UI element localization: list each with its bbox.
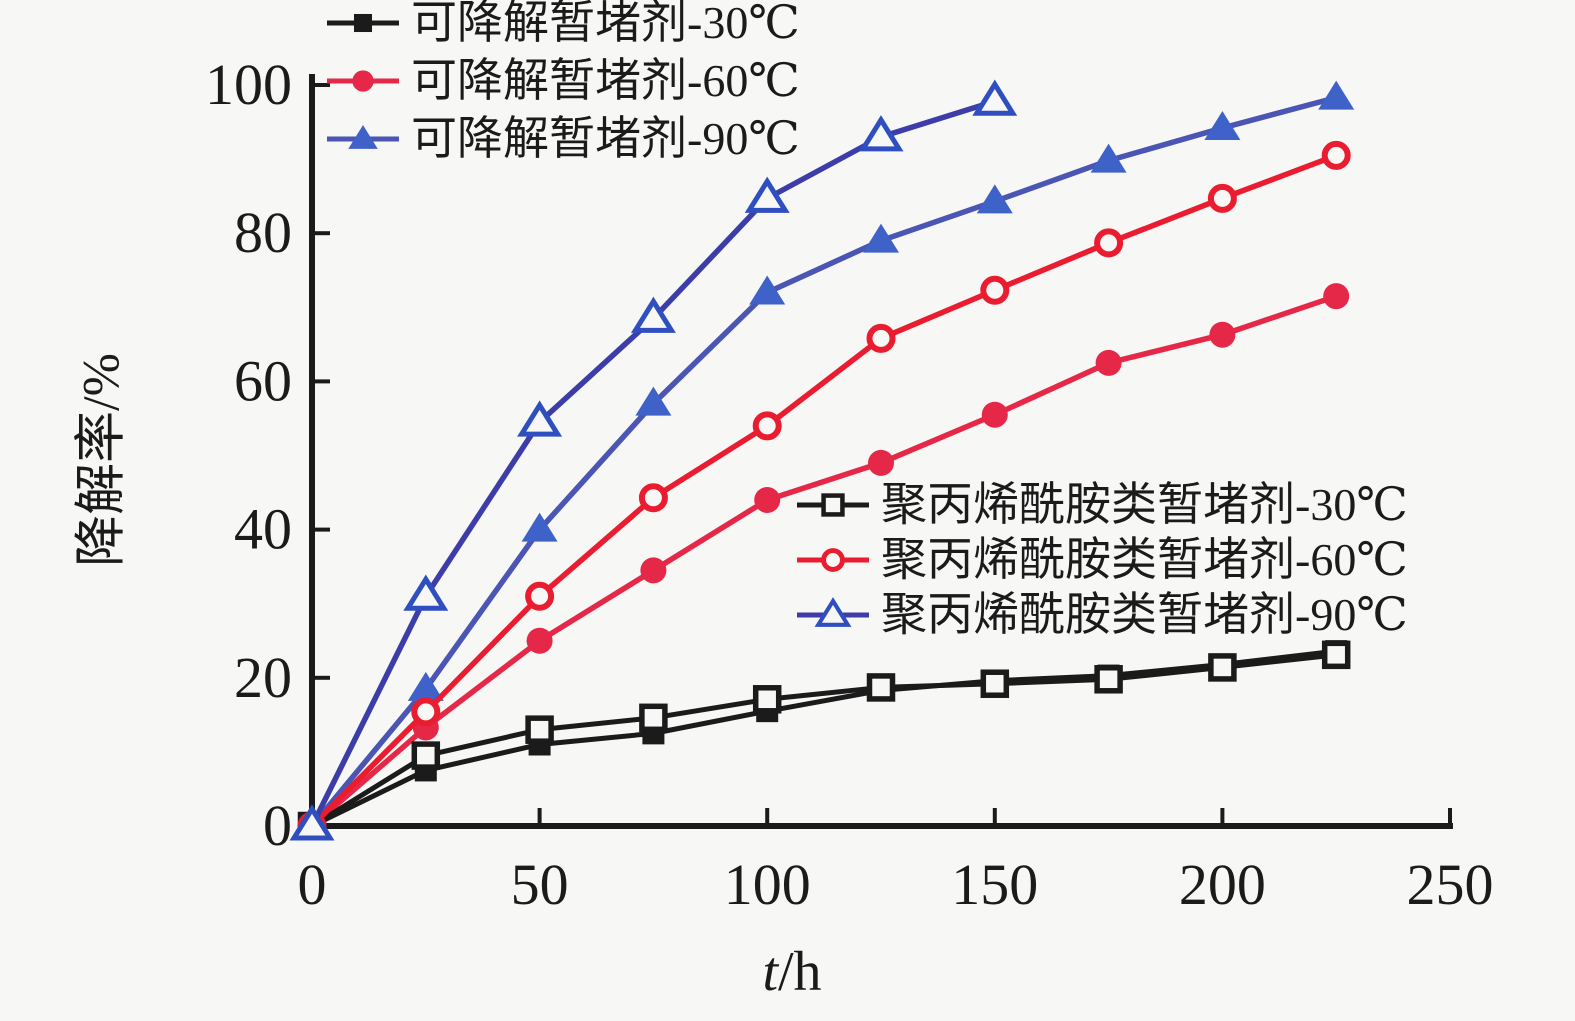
legend-item-30℃: 可降解暂堵剂-30℃ [323, 0, 800, 52]
marker-circle-open [638, 483, 668, 513]
marker-square-filled [353, 13, 373, 33]
marker-square-open [752, 685, 782, 714]
series-triangle-open-90℃ [289, 79, 1018, 841]
marker-triangle-filled [1090, 143, 1127, 173]
legend-label: 聚丙烯酰胺类暂堵剂-90℃ [881, 588, 1408, 640]
y-tick-label: 80 [234, 200, 292, 265]
marker-square-open [525, 715, 554, 744]
marker-square-open [1094, 665, 1123, 694]
series-line [309, 94, 1337, 828]
series-line [310, 652, 1337, 829]
marker-circle-filled [1095, 349, 1122, 376]
y-tick-label: 40 [234, 497, 292, 562]
legend-item-90℃: 聚丙烯酰胺类暂堵剂-90℃ [793, 587, 1408, 642]
y-axis-title: 降解率/% [73, 353, 131, 567]
marker-circle-open [980, 275, 1010, 305]
series-circle-open-60℃ [297, 140, 1351, 841]
marker-triangle-open [289, 804, 335, 841]
marker-triangle-filled [1204, 110, 1241, 140]
marker-triangle-open [858, 115, 904, 152]
legend-item-60℃: 可降解暂堵剂-60℃ [323, 52, 800, 110]
x-axis-title-variable: t [762, 941, 778, 1003]
marker-circle-open [866, 323, 896, 353]
marker-circle-filled [1209, 321, 1236, 348]
marker-triangle-open [972, 79, 1018, 116]
x-tick-label: 150 [951, 852, 1038, 917]
x-tick-label: 0 [298, 852, 327, 917]
legend-polyacrylamide-agent: 聚丙烯酰胺类暂堵剂-30℃ 聚丙烯酰胺类暂堵剂-60℃ 聚丙烯酰胺类暂堵剂-90℃ [793, 477, 1408, 642]
marker-triangle-filled [407, 671, 444, 701]
legend-item-90℃: 可降解暂堵剂-90℃ [323, 110, 800, 168]
legend-marker-triangle-open [797, 596, 869, 627]
marker-square-open [1321, 640, 1351, 670]
marker-circle-open [1094, 228, 1124, 258]
legend-degradable-agent: 可降解暂堵剂-30℃ 可降解暂堵剂-60℃ 可降解暂堵剂-90℃ [323, 0, 800, 168]
marker-triangle-open [814, 596, 852, 627]
marker-triangle-filled [348, 125, 378, 149]
marker-triangle-filled [749, 275, 786, 305]
x-axis-title-unit: /h [778, 941, 822, 1003]
legend-label: 可降解暂堵剂-60℃ [411, 55, 800, 106]
legend-item-30℃: 聚丙烯酰胺类暂堵剂-30℃ [793, 477, 1408, 532]
marker-circle-filled [981, 401, 1008, 428]
marker-square-open [866, 673, 896, 702]
y-tick-label: 0 [263, 793, 292, 858]
legend-item-60℃: 聚丙烯酰胺类暂堵剂-60℃ [793, 532, 1408, 587]
x-axis-title: t/h [762, 940, 821, 1004]
series-line [310, 648, 1337, 829]
marker-triangle-open [517, 400, 563, 437]
y-tick-label: 60 [234, 348, 292, 413]
legend-marker-triangle-filled [327, 125, 399, 149]
marker-circle-open [1321, 140, 1351, 170]
marker-triangle-open [744, 176, 790, 213]
legend-marker-circle-filled [327, 70, 399, 92]
marker-square-open [411, 741, 441, 770]
marker-triangle-open [630, 296, 676, 333]
marker-square-open [980, 669, 1010, 698]
marker-circle-open [411, 697, 441, 727]
marker-triangle-filled [635, 386, 672, 416]
x-tick-label: 250 [1407, 852, 1494, 917]
series-line [310, 293, 1338, 829]
marker-circle-filled [640, 557, 667, 584]
marker-square-open [821, 492, 845, 517]
legend-marker-circle-open [797, 547, 869, 572]
y-tick-label: 100 [205, 52, 292, 117]
legend-marker-square-open [797, 492, 869, 517]
marker-circle-open [525, 581, 555, 611]
marker-circle-filled [352, 70, 374, 92]
legend-label: 聚丙烯酰胺类暂堵剂-60℃ [881, 533, 1408, 585]
marker-triangle-filled [863, 223, 899, 253]
legend-label: 可降解暂堵剂-30℃ [411, 0, 800, 48]
marker-triangle-filled [521, 512, 558, 542]
series-square-open-30℃ [297, 640, 1351, 841]
marker-triangle-open [403, 574, 449, 611]
x-tick-label: 50 [511, 852, 569, 917]
marker-square-open [1208, 653, 1237, 682]
marker-circle-filled [526, 627, 553, 654]
marker-circle-open [821, 547, 845, 572]
marker-circle-filled [1323, 283, 1350, 310]
legend-marker-square-filled [327, 13, 399, 33]
marker-circle-filled [754, 486, 781, 513]
marker-circle-filled [868, 449, 894, 476]
marker-circle-open [752, 411, 782, 441]
legend-label: 可降解暂堵剂-90℃ [411, 113, 800, 164]
marker-circle-open [1207, 183, 1237, 213]
x-tick-label: 100 [724, 852, 811, 917]
y-tick-label: 20 [234, 645, 292, 710]
marker-square-open [639, 703, 668, 733]
legend-label: 聚丙烯酰胺类暂堵剂-30℃ [881, 478, 1408, 530]
series-line [310, 152, 1338, 828]
x-tick-label: 200 [1179, 852, 1266, 917]
marker-triangle-filled [1318, 80, 1355, 110]
marker-triangle-filled [976, 184, 1013, 214]
series-triangle-filled-90℃ [294, 80, 1355, 838]
